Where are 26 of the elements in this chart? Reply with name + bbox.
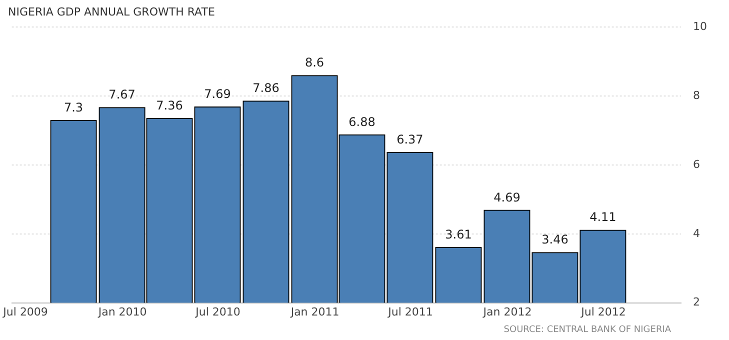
chart-title: NIGERIA GDP ANNUAL GROWTH RATE <box>8 5 215 18</box>
data-label: 6.37 <box>396 132 424 146</box>
data-label: 7.67 <box>108 88 136 102</box>
data-label: 4.11 <box>590 210 616 224</box>
data-label: 3.46 <box>542 232 568 247</box>
data-label: 3.61 <box>445 227 472 242</box>
data-label: 7.3 <box>64 100 84 114</box>
y-tick-label: 8 <box>693 88 700 102</box>
x-tick-label: Jan 2010 <box>97 305 147 318</box>
data-label: 4.69 <box>494 190 520 204</box>
x-tick-label: Jul 2011 <box>387 305 433 318</box>
y-tick-label: 2 <box>693 296 700 309</box>
y-tick-label: 6 <box>693 158 700 171</box>
x-tick-label: Jul 2009 <box>2 305 48 318</box>
data-label: 6.88 <box>348 114 376 129</box>
y-tick-label: 4 <box>693 226 700 240</box>
data-label: 7.69 <box>204 86 231 101</box>
x-tick-label: Jan 2011 <box>290 305 340 318</box>
data-label: 8.6 <box>304 56 324 70</box>
x-tick-label: Jan 2012 <box>482 305 532 318</box>
source-note: SOURCE: CENTRAL BANK OF NIGERIA <box>504 324 672 335</box>
x-tick-label: Jul 2010 <box>194 305 240 318</box>
x-tick-label: Jul 2012 <box>580 305 626 318</box>
data-label: 7.86 <box>252 81 280 96</box>
y-tick-label: 10 <box>693 20 708 34</box>
data-label: 7.36 <box>156 98 183 112</box>
